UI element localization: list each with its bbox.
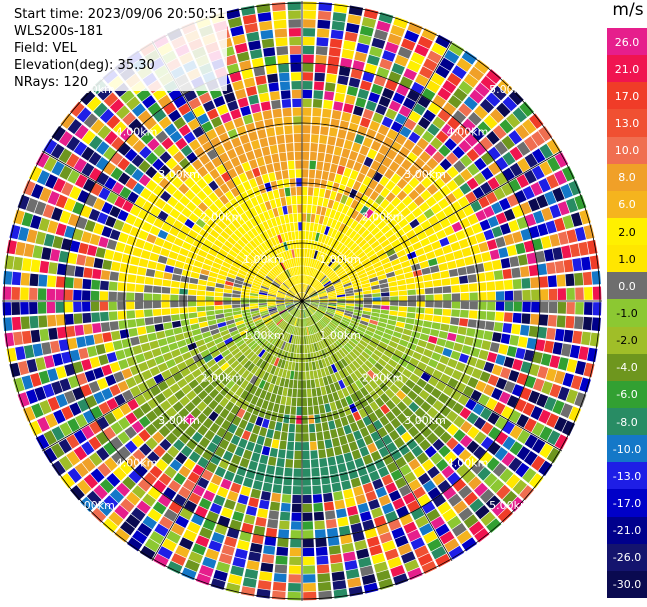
colorbar-segment	[607, 28, 647, 56]
azimuth-spoke	[151, 300, 303, 561]
range-ring-label: 1.00km	[243, 329, 285, 342]
colorbar-segment	[607, 353, 647, 382]
azimuth-spoke	[301, 300, 453, 561]
azimuth-spoke	[41, 150, 303, 302]
range-ring-label: 2.00km	[201, 372, 243, 385]
colorbar-segment	[607, 245, 647, 273]
colorbar-segment	[607, 543, 647, 572]
colorbar-unit: m/s	[612, 0, 644, 20]
azimuth-spokes	[2, 1, 602, 601]
field-label: Field: VEL	[14, 41, 77, 56]
colorbar-tick-label: 0.0	[618, 279, 636, 293]
range-ring-label: 1.00km	[319, 253, 361, 266]
azimuth-spoke	[301, 40, 453, 302]
colorbar-segment	[607, 190, 647, 219]
colorbar-tick-label: -13.0	[612, 469, 642, 483]
colorbar-tick-label: -4.0	[616, 361, 638, 375]
range-ring-label: 4.00km	[116, 126, 158, 139]
colorbar-tick-label: 21.0	[614, 62, 640, 76]
nrays-label: NRays: 120	[14, 75, 89, 90]
azimuth-spoke	[301, 300, 562, 452]
range-ring-label: 3.00km	[158, 414, 200, 427]
colorbar-tick-label: -6.0	[616, 388, 638, 402]
colorbar-tick-label: -1.0	[616, 307, 638, 320]
colorbar-tick-label: 10.0	[614, 144, 640, 158]
colorbar-segment	[607, 326, 647, 355]
colorbar-tick-label: -21.0	[612, 524, 642, 538]
colorbar-tick-label: 26.0	[614, 35, 640, 49]
range-ring-label: 3.00km	[404, 168, 446, 181]
range-ring-label: 4.00km	[447, 126, 489, 139]
colorbar-tick-label: -17.0	[612, 497, 642, 510]
range-ring-label: 4.00km	[116, 457, 158, 470]
radial-velocity-rays	[2, 1, 602, 601]
range-ring-labels: 1.00km 1.00km 1.00km 1.00km 2.00km 2.00km 2.00…	[73, 83, 530, 512]
colorbar-tick-label: -30.0	[612, 578, 642, 592]
colorbar-tick-label: -26.0	[612, 551, 642, 565]
colorbar-segment	[607, 163, 647, 192]
scan-info-panel: Start time: 2023/09/06 20:50:51 WLS200s-…	[12, 6, 228, 91]
range-ring-label: 5.00km	[73, 499, 115, 512]
instrument-label: WLS200s-181	[14, 24, 104, 39]
colorbar-segment	[607, 82, 647, 110]
colorbar-tick-label: -8.0	[616, 415, 638, 429]
range-ring-label: 3.00km	[404, 414, 446, 427]
colorbar-segment	[607, 489, 647, 518]
colorbar-tick-label: 2.0	[618, 225, 636, 239]
velocity-colorbar: 26.0 21.0 17.0 13.0 10.0 8.0 6.0 2.0 1.0 0.0 -1.0 -…	[607, 28, 647, 599]
azimuth-spoke	[41, 300, 303, 452]
colorbar-segment	[607, 299, 647, 328]
colorbar-segment	[607, 462, 647, 490]
colorbar-segment	[607, 136, 647, 165]
range-ring-label: 2.00km	[362, 372, 404, 385]
range-ring-label: 1.00km	[319, 329, 361, 342]
colorbar-segment	[607, 570, 647, 599]
colorbar-tick-label: 17.0	[614, 89, 640, 103]
colorbar-segment	[607, 435, 647, 463]
range-ring-label: 2.00km	[201, 210, 243, 223]
range-ring-label: 2.00km	[362, 210, 404, 223]
colorbar-segment	[607, 218, 647, 246]
colorbar-tick-label: 6.0	[618, 198, 636, 212]
colorbar-tick-label: 13.0	[614, 117, 640, 130]
colorbar-segment	[607, 109, 647, 138]
range-ring-label: 3.00km	[158, 168, 200, 181]
colorbar-tick-label: 8.0	[618, 171, 636, 185]
colorbar-segment	[607, 380, 647, 409]
range-ring-label: 4.00km	[447, 457, 489, 470]
colorbar-tick-label: -10.0	[612, 442, 642, 456]
colorbar-segment	[607, 55, 647, 83]
start-time-label: Start time: 2023/09/06 20:50:51	[14, 7, 226, 22]
range-ring-label: 1.00km	[243, 253, 285, 266]
colorbar-segment	[607, 516, 647, 545]
range-ring-label: 5.00km	[489, 499, 531, 512]
colorbar-segment	[607, 272, 647, 300]
colorbar-segment	[607, 408, 647, 436]
azimuth-spoke	[301, 150, 562, 302]
colorbar-tick-label: -2.0	[616, 334, 638, 348]
elevation-label: Elevation(deg): 35.30	[14, 58, 155, 73]
range-ring-label: 5.00km	[489, 83, 531, 96]
colorbar-tick-label: 1.0	[618, 252, 636, 266]
